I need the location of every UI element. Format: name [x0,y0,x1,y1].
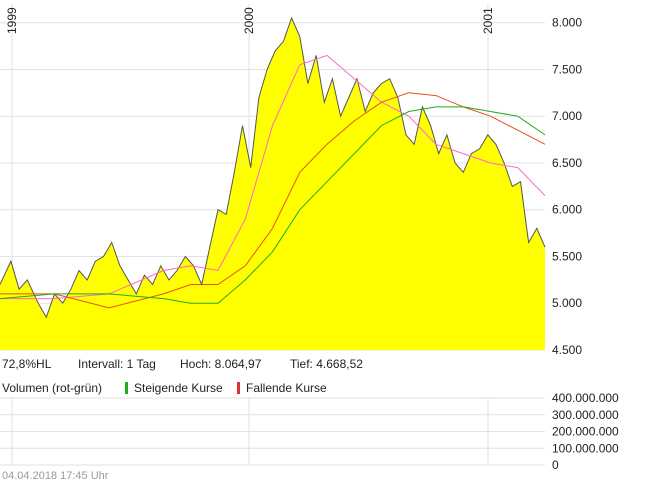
x-tick-label: 2000 [242,7,256,34]
y-tick-label: 4.500 [552,343,582,357]
y-axis-labels: 8.000 7.500 7.000 6.500 6.000 5.500 5.000 4.500 [552,16,582,357]
volume-y-tick-label: 300.000.000 [552,408,619,422]
x-tick-label: 2001 [481,7,495,34]
low-label: Tief: 4.668,52 [290,357,363,371]
y-tick-label: 5.500 [552,249,582,263]
price-area [0,18,545,350]
y-tick-label: 6.500 [552,156,582,170]
y-tick-label: 7.500 [552,62,582,76]
legend-down-label: Fallende Kurse [246,381,327,395]
volume-axis-labels: 400.000.000 300.000.000 200.000.000 100.000… [552,391,619,472]
info-bar: 72,8%HL Intervall: 1 Tag Hoch: 8.064,97 … [2,357,363,371]
timestamp-footer: 04.04.2018 17:45 Uhr [2,470,109,482]
y-tick-label: 6.000 [552,203,582,217]
interval-label: Intervall: 1 Tag [78,357,156,371]
x-axis-labels: 1999 2000 2001 [5,7,495,34]
volume-grid [0,397,545,466]
legend-up-label: Steigende Kurse [134,381,223,395]
moving-average-slow [0,106,546,304]
moving-average-fast [0,54,546,300]
y-tick-label: 8.000 [552,16,582,30]
price-line [0,16,546,319]
volume-y-tick-label: 0 [552,458,559,472]
change-label: 72,8%HL [2,357,52,371]
volume-legend: Volumen (rot-grün) Steigende Kurse Falle… [2,381,327,395]
legend-up-swatch [125,382,128,394]
x-tick-label: 1999 [5,7,19,34]
high-label: Hoch: 8.064,97 [180,357,262,371]
volume-y-tick-label: 400.000.000 [552,391,619,405]
volume-y-tick-label: 200.000.000 [552,425,619,439]
y-tick-label: 5.000 [552,296,582,310]
y-tick-label: 7.000 [552,109,582,123]
volume-title: Volumen (rot-grün) [2,381,102,395]
volume-y-tick-label: 100.000.000 [552,441,619,455]
legend-down-swatch [237,382,240,394]
moving-average-mid [0,92,546,309]
